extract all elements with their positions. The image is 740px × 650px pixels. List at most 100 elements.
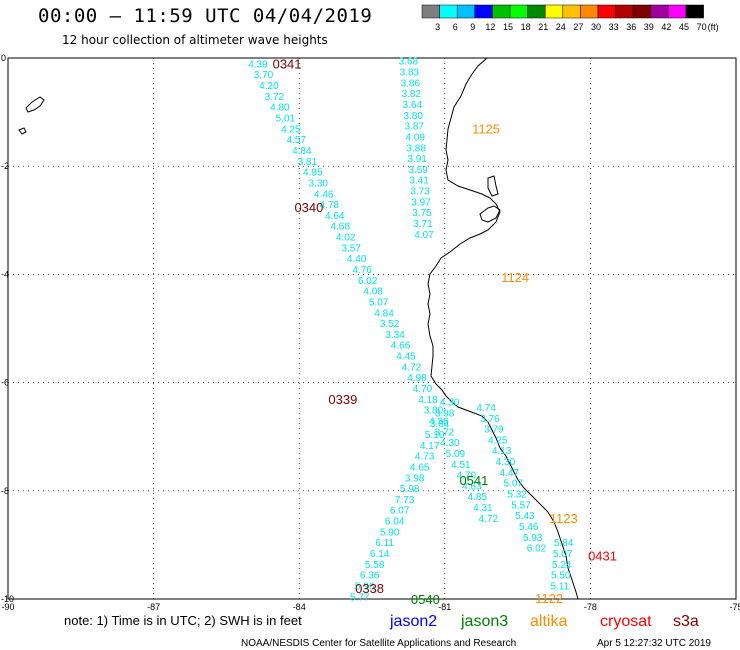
wave-height-value: 3.73	[410, 187, 430, 198]
wave-height-value: 4.85	[468, 492, 488, 503]
colorbar-swatch	[615, 4, 634, 19]
wave-height-value: 4.78	[320, 200, 340, 211]
colorbar-label: 45	[679, 22, 689, 32]
wave-height-value: 6.02	[527, 544, 547, 555]
wave-height-value: 4.17	[420, 441, 440, 452]
satellite-name: jason2	[389, 613, 437, 630]
x-tick-label: -81	[438, 602, 451, 612]
wave-height-value: 4.36	[429, 416, 449, 427]
wave-height-value: 4.20	[259, 81, 279, 92]
wave-height-value: 5.98	[400, 484, 420, 495]
wave-height-value: 3.98	[405, 473, 425, 484]
wave-height-value: 4.08	[363, 287, 383, 298]
wave-height-value: 7.73	[395, 495, 415, 506]
colorbar-unit: (ft)	[708, 22, 719, 32]
wave-height-value: 5.57	[511, 500, 531, 511]
coastline	[18, 57, 579, 600]
wave-height-value: 3.97	[411, 197, 431, 208]
wave-height-value: 5.32	[507, 490, 527, 501]
colorbar-swatch	[668, 4, 687, 19]
pass-time-labels: 0341 1125 0340 1124 0339 0541 1123 0431 0338 0540…	[273, 56, 617, 607]
wave-height-value: 3.68	[399, 57, 419, 68]
colorbar-label: 24	[556, 22, 566, 32]
wave-height-value: 3.34	[385, 330, 405, 341]
wave-height-value: 4.07	[414, 230, 434, 241]
colorbar-swatch	[562, 4, 581, 19]
wave-height-value: 5.43	[515, 511, 535, 522]
chart-title: 00:00 – 11:59 UTC 04/04/2019	[38, 5, 373, 27]
wave-height-value: 3.98	[435, 408, 455, 419]
wave-height-value: 6.14	[370, 549, 390, 560]
wave-height-value: 3.84	[430, 419, 450, 430]
wave-height-value: 4.25	[488, 435, 508, 446]
wave-height-value: 6.02	[358, 276, 378, 287]
chart-subtitle: 12 hour collection of altimeter wave hei…	[62, 33, 328, 47]
wave-height-value: 3.80	[404, 111, 424, 122]
wave-height-value: 3.75	[412, 208, 432, 219]
axis-labels: -90 -87 -84 -81 -78 -75 0 -2 -4 -6 -8 -10	[1, 53, 740, 612]
y-tick-label: 0	[1, 53, 6, 63]
colorbar-swatch	[597, 4, 616, 19]
wave-height-value: 5.07	[553, 549, 573, 560]
wave-height-value: 4.13	[492, 446, 512, 457]
y-tick-label: -2	[1, 161, 9, 171]
colorbar-swatch	[421, 4, 440, 19]
wave-height-value: 4.40	[347, 254, 367, 265]
wave-height-value: 4.84	[374, 308, 394, 319]
wave-height-value: 4.64	[325, 211, 345, 222]
colorbar-label: 27	[573, 22, 583, 32]
wave-height-value: 4.68	[330, 222, 350, 233]
wave-height-value: 4.98	[407, 373, 427, 384]
credit-text: NOAA/NESDIS Center for Satellite Applica…	[241, 638, 516, 649]
y-tick-label: -10	[1, 594, 14, 604]
island-outline	[487, 175, 499, 197]
pass-time-label: 1124	[501, 270, 529, 285]
colorbar-swatch	[509, 4, 528, 19]
wave-height-value: 3.70	[254, 70, 274, 81]
pass-time-label: 0540	[411, 592, 440, 607]
wave-height-value: 3.57	[341, 243, 361, 254]
wave-height-value: 5.46	[519, 522, 539, 533]
wave-height-value: 5.50	[551, 571, 571, 582]
colorbar-label: 9	[470, 22, 475, 32]
colorbar-swatch	[544, 4, 564, 19]
wave-height-value: 4.95	[303, 168, 323, 179]
colorbar-label: 21	[538, 22, 548, 32]
wave-height-value: 5.93	[523, 533, 543, 544]
colorbar-label: 15	[503, 22, 513, 32]
wave-height-value: 4.74	[476, 403, 496, 414]
wave-height-value: 3.86	[401, 78, 421, 89]
colorbar-swatch	[632, 4, 652, 19]
wave-height-value: 5.84	[554, 538, 574, 549]
wave-height-value: 4.73	[415, 452, 435, 463]
wave-height-value: 3.87	[404, 122, 424, 133]
colorbar-swatch	[580, 4, 599, 19]
wave-height-value: 3.76	[480, 414, 500, 425]
pass-time-label: 0431	[588, 549, 617, 564]
wave-height-value: 5.24	[552, 560, 572, 571]
wave-height-value: 3.64	[403, 100, 423, 111]
wave-height-value: 4.46	[314, 189, 334, 200]
plot-frame	[7, 57, 737, 600]
colorbar-label: 12	[485, 22, 495, 32]
x-tick-label: -87	[147, 602, 160, 612]
wave-height-value: 6.36	[360, 571, 380, 582]
x-tick-label: -78	[584, 602, 597, 612]
colorbar-label: 6	[453, 22, 458, 32]
colorbar-label: 30	[591, 22, 601, 32]
wave-height-value: 5.96	[355, 581, 375, 592]
colorbar: 3 6 9 12 15 18 21 24 27 30 33 36 39 42 45 70 (ft)	[421, 4, 719, 32]
wave-height-value: 4.57	[287, 135, 307, 146]
wave-height-value: 4.76	[352, 265, 372, 276]
footnote: note: 1) Time is in UTC; 2) SWH is in fe…	[64, 613, 302, 628]
footer: note: 1) Time is in UTC; 2) SWH is in fe…	[64, 613, 711, 649]
wave-height-value: 5.01	[276, 114, 296, 125]
wave-height-value: 3.82	[402, 89, 422, 100]
wave-height-value: 5.77	[350, 592, 370, 603]
wave-height-value: 4.30	[440, 438, 460, 449]
wave-height-value: 3.30	[309, 178, 329, 189]
wave-height-value: 3.88	[406, 143, 426, 154]
wave-height-value: 4.70	[457, 471, 477, 482]
wave-height-value: 4.47	[500, 468, 520, 479]
wave-height-value: 4.63	[462, 481, 482, 492]
